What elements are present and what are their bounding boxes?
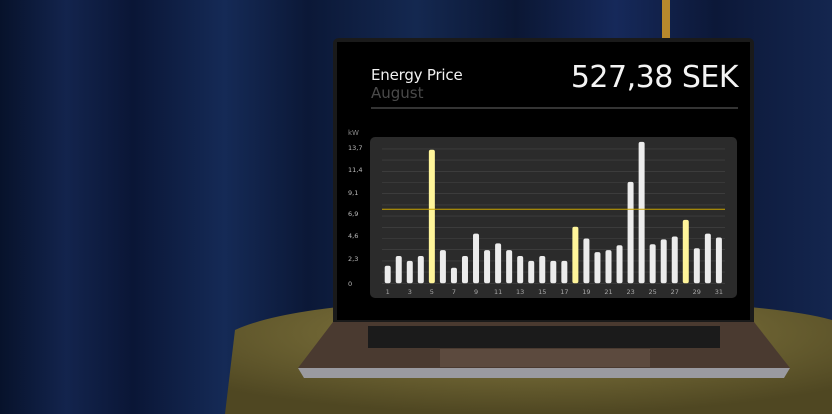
- x-tick-label: 21: [604, 288, 613, 296]
- x-tick-label: 11: [493, 288, 503, 296]
- bar-day-28: [682, 219, 689, 284]
- trackpad: [440, 349, 650, 367]
- bar-day-25: [649, 244, 656, 284]
- chart-subtitle: August: [371, 84, 424, 102]
- x-tick-label: 7: [451, 288, 456, 296]
- y-tick-label: 6,9: [348, 210, 359, 219]
- bar-day-30: [704, 233, 711, 284]
- keyboard: [368, 326, 720, 348]
- bar-day-10: [484, 250, 491, 284]
- bar-day-24: [638, 141, 645, 284]
- x-tick-label: 17: [560, 288, 569, 296]
- x-tick-label: 13: [516, 288, 525, 296]
- bar-day-27: [671, 236, 678, 284]
- bar-day-7: [450, 267, 457, 284]
- x-tick-label: 19: [582, 288, 591, 296]
- bar-day-14: [528, 260, 535, 284]
- bar-day-11: [495, 243, 502, 284]
- bar-day-15: [539, 256, 546, 284]
- y-axis-unit: kW: [348, 129, 359, 137]
- x-tick-label: 29: [692, 288, 701, 296]
- x-tick-label: 31: [714, 288, 724, 296]
- chart-panel: [370, 137, 737, 298]
- x-tick-label: 15: [538, 288, 547, 296]
- y-tick-label: 2,3: [348, 254, 359, 263]
- bar-day-17: [561, 260, 568, 284]
- x-tick-label: 23: [626, 288, 635, 296]
- bar-day-2: [395, 256, 402, 284]
- y-tick-label: 9,1: [348, 188, 359, 197]
- laptop-base: [298, 368, 790, 378]
- bar-day-18: [572, 226, 579, 284]
- bar-day-19: [583, 238, 590, 284]
- bar-day-16: [550, 260, 557, 284]
- bar-day-26: [660, 239, 667, 284]
- bar-day-31: [715, 237, 722, 284]
- chart-title: Energy Price: [371, 66, 463, 84]
- bar-day-13: [517, 256, 524, 284]
- bar-day-23: [627, 181, 634, 284]
- total-price: 527,38 SEK: [570, 60, 739, 95]
- x-tick-label: 5: [429, 288, 434, 296]
- bar-day-6: [439, 250, 446, 284]
- x-tick-label: 25: [648, 288, 657, 296]
- bar-day-29: [693, 248, 700, 284]
- y-tick-label: 11,4: [348, 166, 363, 175]
- lamp-pole: [662, 0, 670, 40]
- bar-day-12: [506, 250, 513, 284]
- bar-day-9: [473, 233, 480, 284]
- y-tick-label: 0: [348, 280, 353, 289]
- bar-day-21: [605, 250, 612, 284]
- x-tick-label: 1: [385, 288, 390, 296]
- bar-day-20: [594, 252, 601, 284]
- bar-day-1: [384, 265, 391, 284]
- bar-day-22: [616, 245, 623, 284]
- x-tick-label: 27: [670, 288, 679, 296]
- x-tick-label: 3: [407, 288, 412, 296]
- bar-day-3: [406, 260, 413, 284]
- x-tick-label: 9: [473, 288, 479, 296]
- y-tick-label: 13,7: [348, 143, 363, 152]
- bar-day-4: [417, 256, 424, 284]
- bar-day-5: [428, 149, 435, 284]
- y-tick-label: 4,6: [348, 232, 359, 241]
- bar-day-8: [461, 256, 468, 284]
